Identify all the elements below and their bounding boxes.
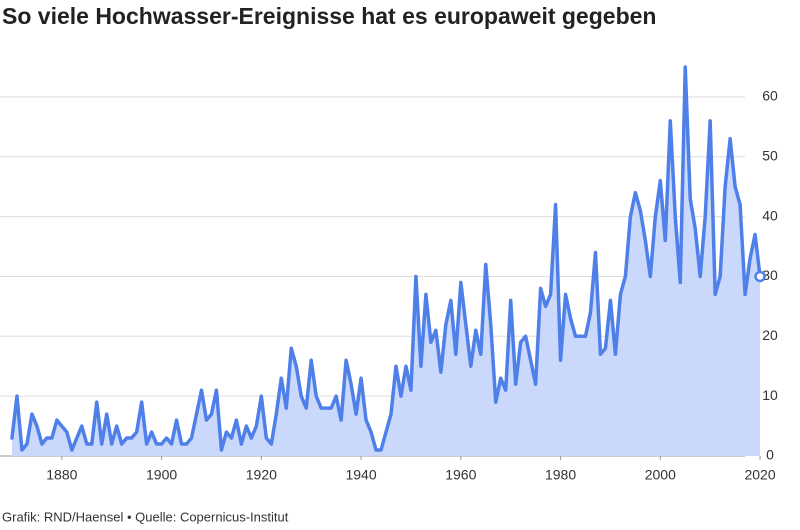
source: Grafik: RND/Haensel • Quelle: Copernicus… <box>2 509 289 524</box>
y-tick-label: 60 <box>762 88 778 104</box>
x-tick-label: 1920 <box>246 467 277 483</box>
x-tick-label: 2000 <box>645 467 676 483</box>
end-marker <box>754 270 766 283</box>
x-tick-label: 1900 <box>146 467 177 483</box>
line <box>10 65 762 452</box>
y-tick-label: 10 <box>762 387 778 403</box>
y-tick-label: 30 <box>762 267 778 283</box>
x-tick-label: 1980 <box>545 467 576 483</box>
chart-title: So viele Hochwasser-Ereignisse hat es eu… <box>2 3 656 29</box>
x-tick-label: 1880 <box>46 467 77 483</box>
y-tick-label: 20 <box>762 327 778 343</box>
x-tick-label: 2020 <box>744 467 775 483</box>
x-tick-label: 1940 <box>345 467 376 483</box>
y-tick-label: 0 <box>766 447 774 463</box>
y-tick-label: 40 <box>762 207 778 223</box>
area <box>11 66 761 456</box>
y-tick-label: 50 <box>762 147 778 163</box>
x-tick-label: 1960 <box>445 467 476 483</box>
